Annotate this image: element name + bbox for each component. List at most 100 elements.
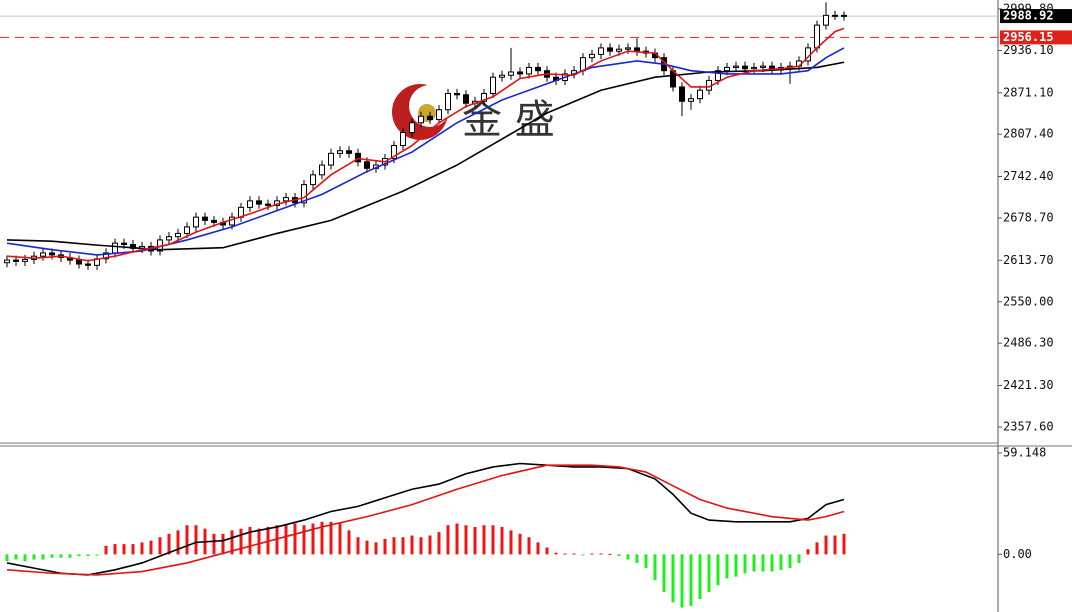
candle-body <box>328 152 334 166</box>
histogram-bar <box>311 523 315 555</box>
histogram-bar <box>671 554 675 603</box>
histogram-bar <box>122 544 126 555</box>
histogram-bar <box>653 554 657 581</box>
histogram-bar <box>788 554 792 569</box>
y-tick-label: 2486.30 <box>1003 336 1054 350</box>
candle-body <box>841 14 847 17</box>
histogram-bar <box>158 537 162 555</box>
histogram-bar <box>662 554 666 593</box>
histogram-bar <box>473 526 477 555</box>
candle-body <box>355 152 361 163</box>
y-tick-label: 2357.60 <box>1003 419 1054 433</box>
histogram-bar <box>617 554 621 557</box>
histogram-bar <box>500 526 504 555</box>
histogram-bar <box>437 532 441 555</box>
histogram-bar <box>716 554 720 586</box>
histogram-bar <box>149 540 153 555</box>
histogram-bar <box>842 533 846 555</box>
histogram-bar <box>806 549 810 555</box>
y-tick-label: 2678.70 <box>1003 210 1054 224</box>
histogram-bar <box>113 544 117 555</box>
candle-body <box>283 197 289 202</box>
candle-body <box>319 164 325 176</box>
y-tick-label: 59.148 <box>1003 445 1046 459</box>
candle-body <box>823 14 829 26</box>
histogram-bar <box>545 547 549 555</box>
candle-body <box>400 132 406 147</box>
candle-body <box>526 66 532 75</box>
histogram-bar <box>365 540 369 555</box>
candle-body <box>733 65 739 68</box>
candle-body <box>760 65 766 68</box>
candle-body <box>634 47 640 52</box>
histogram-bar <box>329 521 333 555</box>
histogram-bar <box>698 554 702 599</box>
histogram-bar <box>590 553 594 555</box>
histogram-bar <box>752 554 756 572</box>
histogram-bar <box>374 542 378 555</box>
histogram-bar <box>50 554 54 558</box>
histogram-bar <box>131 544 135 555</box>
candle-body <box>112 242 118 254</box>
candle-body <box>337 150 343 154</box>
histogram-bar <box>554 552 558 555</box>
histogram-bar <box>815 542 819 555</box>
candle-body <box>697 89 703 100</box>
price-label-box <box>1000 30 1072 45</box>
candle-body <box>265 203 271 206</box>
candle-body <box>517 71 523 75</box>
histogram-bar <box>455 523 459 555</box>
histogram-bar <box>284 525 288 555</box>
histogram-bar <box>86 554 90 557</box>
y-tick-label: 2871.10 <box>1003 85 1054 99</box>
indicator-line <box>6 27 845 262</box>
histogram-bar <box>347 530 351 555</box>
price-label-box <box>1000 9 1072 24</box>
histogram-bar <box>572 553 576 555</box>
histogram-bar <box>356 537 360 555</box>
histogram-bar <box>482 525 486 555</box>
histogram-bar <box>302 525 306 555</box>
candle-body <box>364 161 370 169</box>
candle-body <box>193 216 199 228</box>
histogram-bar <box>5 554 9 562</box>
y-tick-label: 2421.30 <box>1003 378 1054 392</box>
histogram-bar <box>725 554 729 579</box>
histogram-bar <box>23 554 27 562</box>
histogram-bar <box>824 535 828 555</box>
histogram-bar <box>275 525 279 555</box>
candle-body <box>724 66 730 72</box>
y-tick-label: 2807.40 <box>1003 127 1054 141</box>
candle-body <box>310 174 316 186</box>
histogram-bar <box>293 523 297 555</box>
histogram-bar <box>95 554 99 556</box>
candle-body <box>715 70 721 81</box>
candle-body <box>247 200 253 208</box>
price-label: 2956.15 <box>1003 30 1054 44</box>
histogram-bar <box>14 554 18 560</box>
histogram-bar <box>77 554 81 557</box>
candle-body <box>814 24 820 49</box>
histogram-bar <box>464 525 468 555</box>
y-tick-label: 2936.10 <box>1003 43 1054 57</box>
histogram-bar <box>410 535 414 555</box>
y-tick-label: 2742.40 <box>1003 169 1054 183</box>
histogram-bar <box>563 553 567 555</box>
histogram-bar <box>32 554 36 560</box>
histogram-bar <box>176 530 180 555</box>
histogram-bar <box>401 537 405 555</box>
candle-body <box>508 71 514 76</box>
histogram-bar <box>833 535 837 555</box>
histogram-bar <box>707 554 711 593</box>
candle-body <box>607 47 613 52</box>
candle-body <box>418 115 424 124</box>
histogram-bar <box>770 554 774 572</box>
candle-body <box>22 258 28 262</box>
histogram-bar <box>221 533 225 555</box>
candle-body <box>121 242 127 245</box>
histogram-bar <box>167 533 171 555</box>
histogram-bar <box>446 525 450 555</box>
histogram-bar <box>599 553 603 555</box>
axis-labels: 2999.802936.102871.102807.402742.402678.… <box>998 1 1072 561</box>
